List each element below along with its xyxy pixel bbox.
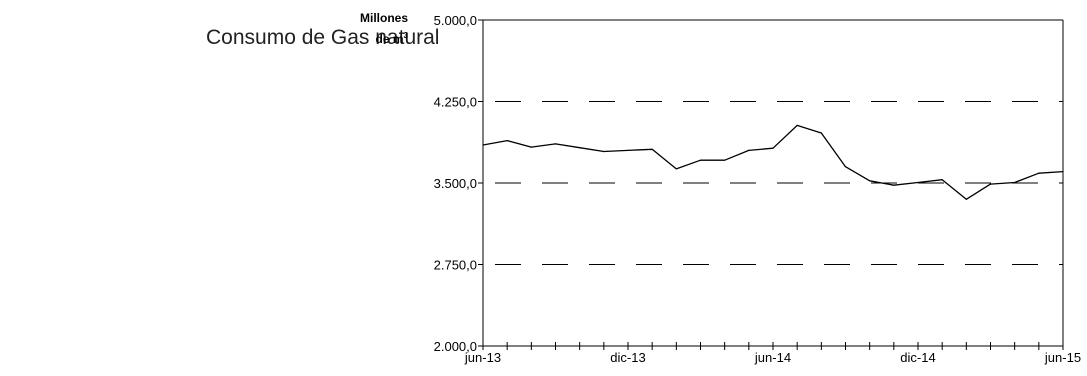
y-tick-label-0: 2.000,0	[434, 339, 477, 354]
y-tick-label-2: 3.500,0	[434, 176, 477, 191]
x-tick-label-0: jun-13	[464, 350, 501, 365]
data-point-3	[554, 143, 557, 145]
data-point-21	[989, 183, 992, 185]
data-point-0	[482, 144, 484, 146]
data-point-1	[506, 140, 508, 142]
data-point-23	[1038, 172, 1040, 174]
data-point-12	[772, 147, 774, 149]
data-point-5	[603, 150, 605, 153]
y-axis-unit-line2: de m	[375, 32, 404, 46]
data-point-19	[941, 179, 943, 181]
y-tick-label-1: 2.750,0	[434, 258, 477, 273]
data-point-13	[796, 124, 798, 127]
series-layer	[482, 124, 1064, 200]
data-point-20	[965, 198, 967, 200]
y-tick-labels: 2.000,0 2.750,0 3.500,0 4.250,0 5.000,0	[434, 13, 477, 354]
y-axis-unit-label: Millones de m3	[300, 10, 408, 48]
y-axis-unit-line1: Millones	[359, 11, 408, 25]
y-tick-label-3: 4.250,0	[434, 95, 477, 110]
data-point-14	[820, 132, 822, 134]
x-tick-labels: jun-13 dic-13 jun-14 dic-14 jun-15	[464, 350, 1081, 365]
x-tick-label-1: dic-13	[610, 350, 645, 365]
data-point-10	[724, 159, 726, 161]
y-tick-label-4: 5.000,0	[434, 13, 477, 28]
gridlines	[483, 101, 1063, 265]
series-line-0	[482, 124, 1064, 200]
data-point-2	[530, 146, 532, 148]
x-tick-label-4: jun-15	[1044, 350, 1081, 365]
data-point-9	[699, 159, 702, 161]
data-point-4	[579, 147, 581, 149]
data-point-22	[1014, 181, 1016, 184]
chart-side-title: Consumo de Gas natural	[206, 26, 440, 49]
data-point-11	[748, 149, 750, 151]
data-point-17	[893, 184, 895, 186]
data-point-7	[651, 148, 653, 150]
y-axis-unit-superscript: 3	[403, 31, 408, 40]
data-point-6	[627, 149, 629, 151]
x-tick-label-2: jun-14	[754, 350, 791, 365]
data-point-15	[844, 166, 847, 168]
data-point-18	[917, 181, 919, 184]
data-point-16	[869, 180, 871, 182]
data-point-24	[1062, 170, 1064, 173]
data-point-8	[675, 168, 677, 170]
axes	[478, 19, 1064, 350]
x-tick-label-3: dic-14	[900, 350, 935, 365]
